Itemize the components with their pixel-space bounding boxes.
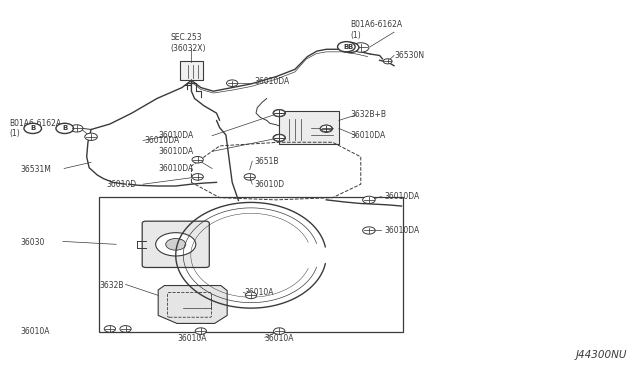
Text: B01A6-6162A
(1): B01A6-6162A (1)	[10, 119, 61, 138]
Circle shape	[24, 123, 42, 134]
Circle shape	[195, 328, 207, 334]
Text: 36010A: 36010A	[20, 327, 50, 336]
Circle shape	[273, 109, 285, 117]
Circle shape	[363, 227, 375, 234]
Circle shape	[353, 43, 369, 52]
Circle shape	[192, 157, 204, 163]
FancyBboxPatch shape	[279, 111, 339, 144]
Circle shape	[321, 125, 332, 132]
Circle shape	[273, 110, 285, 116]
Circle shape	[104, 326, 116, 332]
Text: B: B	[348, 45, 353, 51]
Text: 36010A: 36010A	[265, 334, 294, 343]
Circle shape	[363, 196, 375, 203]
Text: 36010DA: 36010DA	[384, 226, 419, 235]
Text: J44300NU: J44300NU	[576, 350, 627, 360]
Circle shape	[273, 134, 285, 141]
FancyBboxPatch shape	[142, 221, 209, 267]
Text: 3651B: 3651B	[254, 157, 278, 166]
Text: 36010A: 36010A	[177, 334, 207, 343]
Text: 36010DA: 36010DA	[384, 192, 419, 201]
Text: 36010DA: 36010DA	[350, 131, 385, 140]
Text: B: B	[30, 125, 35, 131]
Text: B01A6-6162A
(1): B01A6-6162A (1)	[350, 20, 402, 40]
Circle shape	[227, 80, 238, 86]
Text: B: B	[344, 44, 349, 50]
Circle shape	[166, 238, 186, 250]
Circle shape	[273, 135, 285, 141]
Text: SEC.253
(36032X): SEC.253 (36032X)	[171, 33, 206, 53]
Circle shape	[192, 174, 204, 180]
Circle shape	[383, 59, 392, 64]
Circle shape	[273, 328, 285, 334]
Circle shape	[244, 174, 255, 180]
Circle shape	[85, 133, 97, 141]
Circle shape	[56, 123, 74, 134]
Text: 36010DA: 36010DA	[158, 147, 193, 156]
Circle shape	[70, 125, 83, 132]
Circle shape	[120, 326, 131, 332]
Circle shape	[341, 42, 359, 52]
Text: 36010D: 36010D	[107, 180, 137, 189]
Text: 36010DA: 36010DA	[254, 77, 289, 86]
Text: 36030: 36030	[20, 238, 45, 247]
Text: B: B	[62, 125, 67, 131]
Text: 3632B+B: 3632B+B	[350, 110, 386, 119]
Polygon shape	[158, 286, 227, 323]
Text: 36010DA: 36010DA	[158, 164, 193, 173]
Text: 36010DA: 36010DA	[158, 131, 193, 140]
Text: 36010DA: 36010DA	[145, 136, 180, 145]
Circle shape	[320, 125, 333, 132]
Text: 36010D: 36010D	[254, 180, 284, 189]
Circle shape	[156, 232, 196, 256]
Circle shape	[245, 292, 257, 299]
FancyBboxPatch shape	[180, 61, 203, 80]
Text: 3632B: 3632B	[99, 280, 124, 290]
Circle shape	[337, 42, 355, 52]
Text: 36531M: 36531M	[20, 165, 51, 174]
Text: 36530N: 36530N	[394, 51, 424, 60]
Text: 36010A: 36010A	[244, 288, 274, 297]
